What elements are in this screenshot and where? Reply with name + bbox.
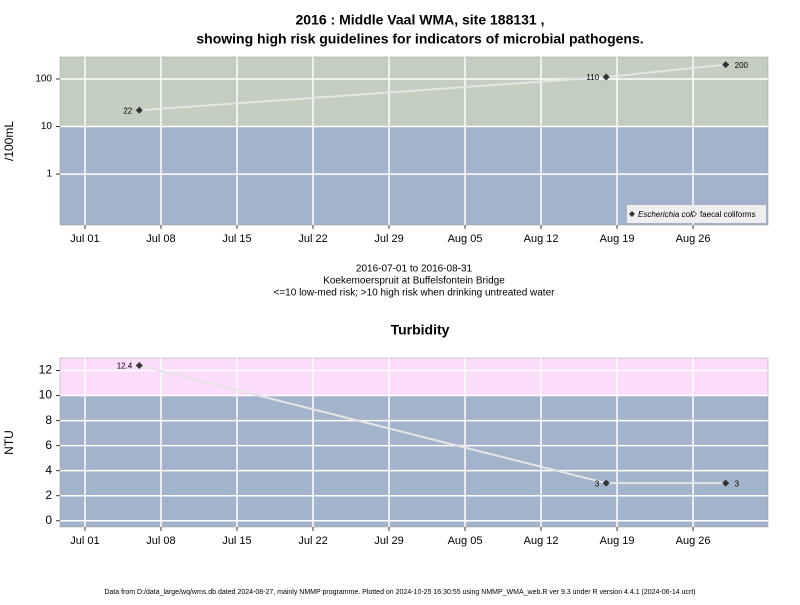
x-tick-label: Aug 05 [448, 535, 483, 547]
x-tick-label: Aug 12 [524, 535, 559, 547]
plot-frame [59, 357, 769, 528]
chart-title: Turbidity [391, 322, 450, 338]
y-tick-label: 0 [45, 513, 52, 527]
data-point [135, 362, 143, 370]
x-tick-label: Jul 08 [146, 535, 175, 547]
plot-frame [59, 56, 769, 226]
x-tick-label: Jul 29 [374, 535, 403, 547]
legend-label: faecal coliforms [700, 210, 756, 219]
y-tick-label: 4 [45, 463, 52, 477]
x-tick-label: Aug 05 [448, 233, 483, 245]
x-tick-label: Jul 22 [298, 233, 327, 245]
x-tick-label: Aug 26 [676, 233, 711, 245]
legend-label: Escherichia coli [638, 210, 694, 219]
high-band [60, 358, 768, 396]
x-tick-label: Aug 26 [676, 535, 711, 547]
note: Koekemoerspruit at Buffelsfontein Bridge [323, 276, 505, 287]
y-axis-label: NTU [2, 430, 16, 455]
data-label: 22 [123, 106, 132, 115]
y-tick-label: 6 [45, 438, 52, 452]
legend-marker [629, 211, 635, 217]
y-tick-label: 10 [39, 388, 53, 402]
data-point [602, 479, 610, 487]
data-label: 110 [586, 73, 599, 82]
note: 2016-07-01 to 2016-08-31 [356, 264, 473, 275]
x-tick-label: Jul 01 [70, 233, 99, 245]
y-tick-label: 1 [46, 169, 52, 180]
chart-title: showing high risk guidelines for indicat… [196, 31, 643, 47]
y-axis-label: /100mL [2, 121, 16, 161]
data-label: 200 [735, 61, 749, 70]
footer: Data from D:/data_large/wq/wms.db dated … [104, 589, 695, 596]
x-tick-label: Jul 15 [222, 233, 251, 245]
data-label: 3 [595, 479, 600, 488]
data-point [722, 479, 730, 487]
x-tick-label: Jul 22 [298, 535, 327, 547]
y-tick-label: 12 [39, 363, 53, 377]
data-point [135, 106, 143, 114]
note: <=10 low-med risk; >10 high risk when dr… [274, 288, 556, 299]
chart-title: 2016 : Middle Vaal WMA, site 188131 , [296, 12, 545, 28]
y-tick-label: 100 [35, 74, 52, 85]
legend-marker [691, 211, 697, 217]
y-tick-label: 8 [45, 413, 52, 427]
low-band [60, 395, 768, 527]
y-tick-label: 2 [45, 488, 52, 502]
data-point [722, 61, 730, 69]
x-tick-label: Aug 19 [600, 233, 635, 245]
x-tick-label: Jul 08 [146, 233, 175, 245]
data-label: 3 [735, 479, 740, 488]
x-tick-label: Jul 29 [374, 233, 403, 245]
x-tick-label: Aug 12 [524, 233, 559, 245]
y-tick-label: 10 [41, 121, 53, 132]
x-tick-label: Aug 19 [600, 535, 635, 547]
data-label: 12.4 [117, 362, 133, 371]
data-point [602, 73, 610, 81]
x-tick-label: Jul 15 [222, 535, 251, 547]
x-tick-label: Jul 01 [70, 535, 99, 547]
high-band [60, 57, 768, 127]
